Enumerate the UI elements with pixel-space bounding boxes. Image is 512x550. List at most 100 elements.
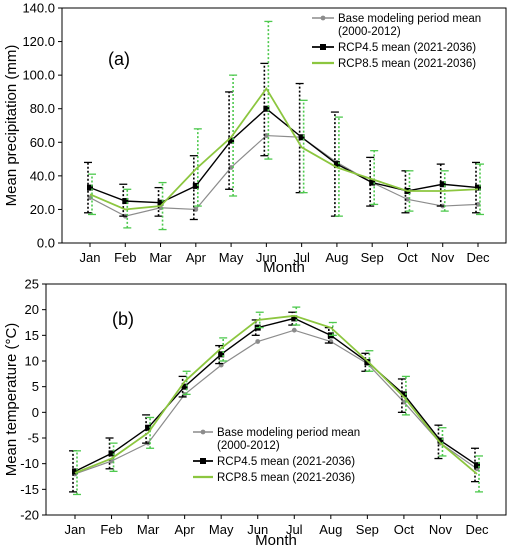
panel-label: (a) — [108, 49, 130, 69]
y-tick-label: 15 — [25, 328, 39, 343]
y-tick-label: -15 — [20, 482, 39, 497]
y-tick-label: 20 — [25, 302, 39, 317]
x-tick-label: Oct — [397, 250, 418, 265]
data-point — [72, 468, 78, 475]
series-0 — [87, 133, 481, 219]
panel-label: (b) — [112, 309, 134, 329]
data-point — [405, 196, 410, 202]
data-point — [218, 351, 225, 358]
y-tick-label: 0.0 — [37, 236, 55, 251]
series-line — [74, 329, 478, 475]
y-tick-label: -20 — [20, 508, 39, 523]
data-point — [87, 184, 93, 191]
legend-label: (2000-2012) — [217, 440, 280, 452]
x-tick-label: Jun — [256, 250, 277, 265]
data-point — [255, 339, 261, 344]
x-tick-label: Aug — [319, 522, 342, 537]
x-tick-label: Sep — [361, 250, 384, 265]
legend: Base modeling period mean(2000-2012) RCP4… — [193, 427, 360, 484]
data-point — [291, 315, 298, 322]
data-point — [108, 450, 115, 457]
legend-marker — [200, 429, 206, 435]
legend-label: RCP4.5 mean (2021-2036) — [338, 42, 476, 54]
legend-label: RCP8.5 mean (2021-2036) — [217, 472, 355, 484]
x-tick-label: Jul — [293, 250, 310, 265]
x-tick-label: Aug — [325, 250, 348, 265]
legend-marker — [320, 44, 326, 50]
legend-label: Base modeling period mean — [217, 427, 360, 439]
y-tick-label: 0 — [32, 405, 39, 420]
data-point — [439, 181, 446, 188]
x-tick-label: Feb — [100, 522, 122, 537]
x-tick-label: Jan — [65, 522, 86, 537]
plot-frame — [61, 7, 507, 244]
x-tick-label: Jun — [247, 522, 268, 537]
x-tick-label: May — [219, 250, 244, 265]
x-tick-label: Mar — [137, 522, 160, 537]
series-line — [74, 314, 478, 475]
y-tick-label: 80.0 — [30, 101, 55, 116]
x-tick-label: Apr — [186, 250, 207, 265]
x-tick-label: Dec — [466, 250, 490, 265]
data-point — [122, 198, 129, 205]
legend-marker — [320, 15, 326, 21]
y-tick-label: 120.0 — [22, 34, 55, 49]
data-point — [228, 137, 235, 144]
x-tick-label: Nov — [431, 250, 455, 265]
series-line — [89, 86, 479, 211]
legend-label: RCP4.5 mean (2021-2036) — [217, 456, 355, 468]
y-tick-label: 100.0 — [22, 68, 55, 83]
legend: Base modeling period mean(2000-2012) RCP4… — [312, 13, 481, 70]
y-tick-label: 25 — [25, 277, 39, 292]
series-line — [89, 134, 479, 217]
series-2 — [88, 20, 484, 231]
series-2 — [73, 306, 483, 496]
series-0 — [72, 327, 480, 477]
x-axis-label: Month — [263, 259, 305, 276]
y-axis-label: Mean precipitation (mm) — [3, 45, 20, 207]
temperature-chart: -20 -15 -10 -5 0 5 10 15 20 25 Jan Feb Mar Apr May Jun J… — [3, 277, 507, 549]
y-tick-label: -10 — [20, 456, 39, 471]
data-point — [400, 391, 407, 398]
y-tick-label: 20.0 — [30, 202, 55, 217]
x-tick-label: May — [209, 522, 234, 537]
data-point — [145, 424, 152, 431]
legend-marker — [200, 458, 206, 464]
x-tick-label: Jul — [286, 522, 303, 537]
data-point — [369, 179, 376, 186]
x-tick-label: Dec — [465, 522, 489, 537]
data-point — [437, 437, 444, 444]
y-tick-label: 60.0 — [30, 135, 55, 150]
x-tick-label: Jan — [80, 250, 101, 265]
data-point — [157, 199, 164, 206]
y-tick-label: 40.0 — [30, 168, 55, 183]
y-tick-label: 140.0 — [22, 1, 55, 16]
series-line — [74, 317, 478, 472]
x-tick-label: Apr — [175, 522, 196, 537]
data-point — [333, 161, 340, 168]
x-tick-label: Sep — [356, 522, 379, 537]
data-point — [263, 105, 270, 112]
y-axis-label: Mean temperature (°C) — [3, 323, 20, 477]
series-line — [89, 107, 479, 204]
plot-frame — [45, 283, 507, 516]
y-tick-label: 10 — [25, 354, 39, 369]
data-point — [474, 462, 480, 469]
legend-label: Base modeling period mean — [338, 13, 481, 25]
legend-label: RCP8.5 mean (2021-2036) — [338, 58, 476, 70]
legend-label: (2000-2012) — [338, 26, 401, 38]
data-point — [181, 383, 188, 390]
y-tick-label: 5 — [32, 379, 39, 394]
data-point — [291, 327, 297, 333]
data-point — [192, 182, 199, 189]
data-point — [298, 134, 305, 141]
data-point — [401, 399, 407, 405]
x-tick-label: Nov — [429, 522, 453, 537]
y-tick-label: -5 — [27, 431, 39, 446]
x-tick-label: Feb — [114, 250, 136, 265]
precipitation-chart: 0.0 20.0 40.0 60.0 80.0 100.0 120.0 140.0 Jan Feb… — [3, 1, 507, 276]
series-1 — [84, 62, 481, 221]
x-axis-label: Month — [255, 532, 297, 549]
x-tick-label: Mar — [149, 250, 172, 265]
